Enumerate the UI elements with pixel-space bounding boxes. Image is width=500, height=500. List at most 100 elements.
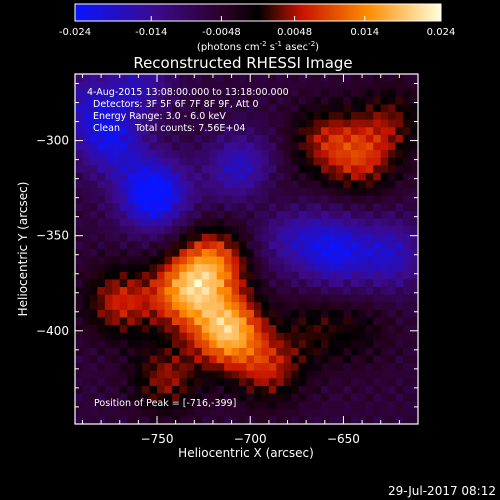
heatmap-cell (313, 363, 322, 372)
heatmap-cell (343, 165, 352, 174)
heatmap-cell (298, 401, 307, 410)
heatmap-cell (410, 325, 418, 334)
heatmap-cell (164, 188, 173, 197)
heatmap-cell (388, 271, 397, 281)
heatmap-cell (224, 378, 233, 387)
heatmap-cell (216, 340, 225, 349)
heatmap-cell (164, 226, 173, 235)
heatmap-cell (119, 287, 128, 296)
heatmap-cell (328, 325, 337, 334)
heatmap-cell (246, 142, 255, 151)
heatmap-cell (343, 325, 352, 334)
heatmap-cell (134, 104, 143, 113)
heatmap-cell (127, 332, 136, 341)
heatmap-cell (179, 210, 188, 220)
heatmap-cell (358, 195, 367, 204)
heatmap-cell (224, 112, 233, 121)
heatmap-cell (97, 241, 106, 250)
heatmap-cell (75, 218, 84, 227)
heatmap-cell (97, 195, 106, 204)
heatmap-cell (291, 241, 300, 250)
heatmap-cell (335, 210, 345, 220)
heatmap-cell (224, 134, 233, 144)
heatmap-cell (313, 256, 322, 265)
heatmap-cell (321, 165, 330, 174)
heatmap-cell (335, 393, 345, 402)
heatmap-cell (171, 134, 180, 144)
heatmap-cell (171, 401, 180, 410)
heatmap-cell (97, 378, 106, 387)
heatmap-cell (104, 340, 113, 349)
heatmap-cell (335, 226, 345, 235)
heatmap-cell (186, 119, 195, 128)
heatmap-cell (395, 203, 404, 212)
heatmap-cell (403, 165, 412, 174)
heatmap-cell (321, 81, 330, 90)
heatmap-cell (149, 180, 158, 189)
heatmap-cell (142, 256, 151, 265)
heatmap-cell (373, 210, 382, 220)
heatmap-cell (350, 157, 359, 166)
heatmap-cell (104, 74, 113, 83)
heatmap-cell (194, 408, 203, 417)
heatmap-cell (112, 119, 121, 128)
heatmap-cell (82, 408, 91, 417)
heatmap-cell (239, 127, 248, 136)
heatmap-cell (335, 74, 345, 83)
heatmap-cell (104, 104, 113, 113)
heatmap-cell (321, 180, 330, 189)
heatmap-cell (276, 401, 285, 410)
heatmap-cell (89, 370, 98, 379)
heatmap-cell (343, 112, 352, 121)
heatmap-cell (164, 218, 173, 227)
heatmap-cell (306, 340, 315, 349)
heatmap-cell (75, 203, 84, 212)
heatmap-cell (313, 317, 322, 326)
heatmap-cell (209, 218, 218, 227)
heatmap-cell (365, 142, 374, 151)
heatmap-cell (186, 416, 195, 424)
heatmap-cell (365, 195, 374, 204)
heatmap-cell (298, 165, 307, 174)
heatmap-cell (328, 355, 337, 364)
heatmap-cell (283, 363, 292, 372)
heatmap-cell (380, 287, 389, 296)
heatmap-cell (186, 347, 195, 357)
heatmap-cell (134, 226, 143, 235)
heatmap-cell (343, 249, 352, 258)
heatmap-cell (268, 89, 277, 98)
heatmap-cell (194, 287, 203, 296)
heatmap-cell (335, 96, 345, 106)
heatmap-cell (306, 233, 315, 242)
heatmap-cell (365, 401, 374, 410)
heatmap-cell (403, 264, 412, 273)
heatmap-cell (246, 172, 255, 182)
heatmap-cell (179, 81, 188, 90)
heatmap-cell (75, 294, 84, 303)
heatmap-cell (179, 218, 188, 227)
heatmap-cell (104, 317, 113, 326)
heatmap-cell (112, 287, 121, 296)
heatmap-cell (380, 309, 389, 319)
heatmap-cell (335, 150, 345, 159)
heatmap-cell (142, 172, 151, 182)
heatmap-cell (97, 393, 106, 402)
heatmap-cell (134, 370, 143, 379)
heatmap-cell (97, 294, 106, 303)
heatmap-cell (239, 81, 248, 90)
heatmap-cell (335, 127, 345, 136)
heatmap-cell (224, 271, 233, 281)
heatmap-cell (268, 309, 277, 319)
heatmap-cell (127, 157, 136, 166)
heatmap-cell (380, 279, 389, 288)
heatmap-cell (350, 195, 359, 204)
heatmap-cell (164, 385, 173, 395)
heatmap-cell (104, 249, 113, 258)
heatmap-cell (194, 385, 203, 395)
heatmap-cell (75, 385, 84, 395)
heatmap-cell (380, 385, 389, 395)
heatmap-cell (321, 340, 330, 349)
heatmap-cell (142, 325, 151, 334)
heatmap-cell (253, 355, 263, 364)
heatmap-cell (134, 340, 143, 349)
